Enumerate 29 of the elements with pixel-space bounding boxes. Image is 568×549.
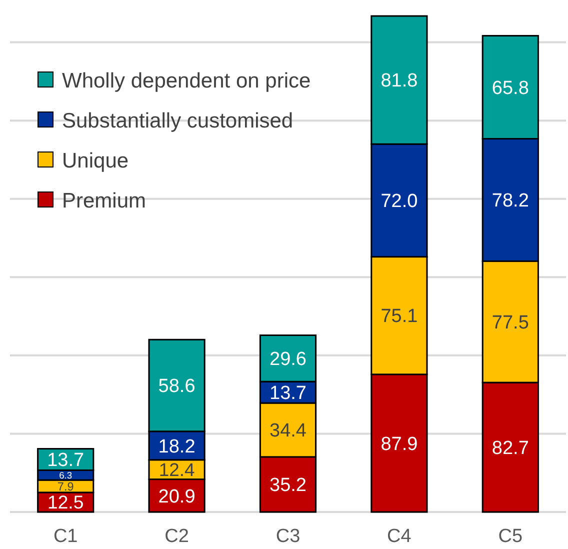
data-label: 20.9: [158, 486, 196, 508]
data-label: 7.9: [57, 480, 74, 494]
x-tick-label: C3: [276, 526, 300, 547]
data-label: 18.2: [158, 436, 196, 458]
data-label: 34.4: [270, 420, 307, 442]
x-tick-label: C5: [498, 526, 523, 547]
legend-label: Unique: [62, 149, 129, 172]
x-tick-label: C4: [387, 526, 412, 547]
legend-label: Wholly dependent on price: [62, 69, 311, 92]
x-tick-label: C1: [53, 526, 78, 547]
data-label: 87.9: [380, 434, 418, 455]
data-label: 77.5: [492, 312, 529, 334]
data-label: 29.6: [270, 349, 306, 370]
data-label: 58.6: [158, 376, 196, 398]
data-label: 35.2: [270, 475, 306, 496]
data-label: 65.8: [492, 78, 529, 99]
data-label: 81.8: [380, 70, 418, 92]
x-tick-label: C2: [164, 526, 189, 547]
legend-label: Premium: [62, 189, 146, 212]
data-label: 78.2: [492, 190, 529, 212]
data-label: 82.7: [492, 438, 529, 459]
data-label: 12.4: [158, 459, 195, 480]
data-label: 6.3: [59, 470, 72, 480]
data-label: 12.5: [48, 492, 84, 513]
data-label: 13.7: [270, 382, 306, 404]
data-label: 13.7: [47, 450, 84, 472]
legend-label: Substantially customised: [62, 109, 294, 132]
data-label: 72.0: [380, 191, 418, 212]
data-label: 75.1: [380, 306, 418, 328]
